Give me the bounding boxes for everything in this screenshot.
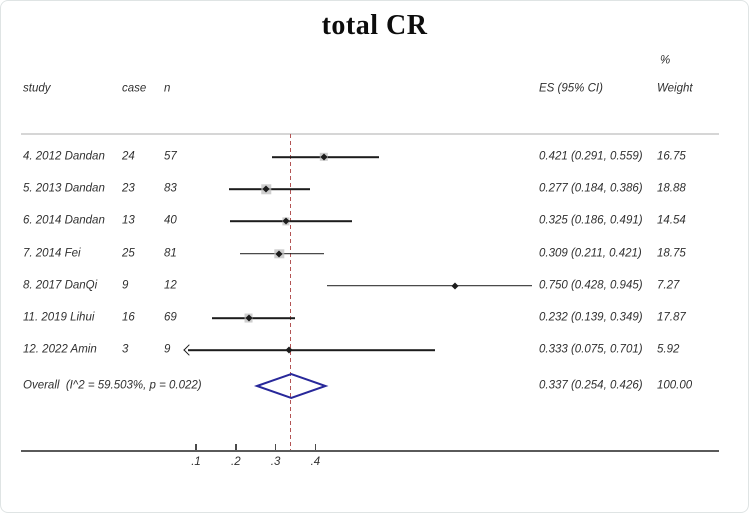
study-weight: 14.54 <box>657 214 686 227</box>
study-n: 81 <box>164 246 177 259</box>
header-es-ci: ES (95% CI) <box>539 82 603 95</box>
study-es-ci: 0.309 (0.211, 0.421) <box>539 246 642 259</box>
study-weight: 18.75 <box>657 246 686 259</box>
ci-line <box>188 349 436 351</box>
chart-title: total CR <box>321 10 428 41</box>
overall-weight: 100.00 <box>657 379 693 392</box>
header-study: study <box>23 82 51 95</box>
overall-diamond <box>254 372 329 400</box>
study-label: 11. 2019 Lihui <box>23 311 95 324</box>
x-axis-tick-label: .3 <box>270 456 281 468</box>
x-axis-tick-label: .4 <box>310 456 321 468</box>
header-case: case <box>122 82 147 95</box>
header-n: n <box>164 82 171 95</box>
study-es-ci: 0.277 (0.184, 0.386) <box>539 182 643 195</box>
study-es-ci: 0.232 (0.139, 0.349) <box>539 311 643 324</box>
overall-reference-dashed-line <box>289 134 292 450</box>
x-axis-tick <box>314 444 317 450</box>
study-weight: 5.92 <box>657 343 680 356</box>
study-weight: 7.27 <box>657 279 680 292</box>
overall-label: Overall (I^2 = 59.503%, p = 0.022) <box>23 379 202 392</box>
study-es-ci: 0.421 (0.291, 0.559) <box>539 150 643 163</box>
study-weight: 18.88 <box>657 182 686 195</box>
study-n: 9 <box>164 343 171 356</box>
header-weight: Weight <box>657 82 693 95</box>
point-estimate-marker <box>451 282 459 290</box>
study-label: 8. 2017 DanQi <box>23 279 98 292</box>
study-label: 5. 2013 Dandan <box>23 182 105 195</box>
study-case: 13 <box>122 214 135 227</box>
study-label: 7. 2014 Fei <box>23 246 81 259</box>
ci-line <box>326 285 533 287</box>
overall-diamond-shape <box>254 372 329 400</box>
study-label: 6. 2014 Dandan <box>23 214 105 227</box>
header-percent: % <box>660 54 671 67</box>
point-estimate-marker <box>285 346 293 354</box>
x-axis-tick <box>235 444 237 450</box>
study-label: 4. 2012 Dandan <box>23 150 105 163</box>
header-separator-line <box>21 133 719 135</box>
study-case: 3 <box>122 343 129 356</box>
x-axis-tick-label: .2 <box>231 456 241 468</box>
study-weight: 16.75 <box>657 150 686 163</box>
study-n: 69 <box>164 311 177 324</box>
study-es-ci: 0.333 (0.075, 0.701) <box>539 343 643 356</box>
ci-line <box>230 220 352 223</box>
study-case: 23 <box>122 182 135 195</box>
study-case: 24 <box>122 150 135 163</box>
study-n: 40 <box>164 214 177 227</box>
study-case: 16 <box>122 311 135 324</box>
study-n: 83 <box>164 182 177 195</box>
x-axis-line <box>21 450 719 452</box>
study-weight: 17.87 <box>657 311 686 324</box>
ci-line <box>211 317 296 319</box>
x-axis-tick-label: .1 <box>191 456 201 468</box>
study-label: 12. 2022 Amin <box>23 343 97 356</box>
study-n: 57 <box>164 150 177 163</box>
overall-es-ci: 0.337 (0.254, 0.426) <box>539 379 643 392</box>
x-axis-tick <box>274 444 277 450</box>
study-es-ci: 0.750 (0.428, 0.945) <box>539 279 643 292</box>
study-n: 12 <box>164 279 177 292</box>
study-es-ci: 0.325 (0.186, 0.491) <box>539 214 643 227</box>
ci-truncation-arrow-icon <box>183 344 195 356</box>
study-case: 9 <box>122 279 129 292</box>
study-case: 25 <box>122 246 135 259</box>
x-axis-tick <box>195 444 197 450</box>
